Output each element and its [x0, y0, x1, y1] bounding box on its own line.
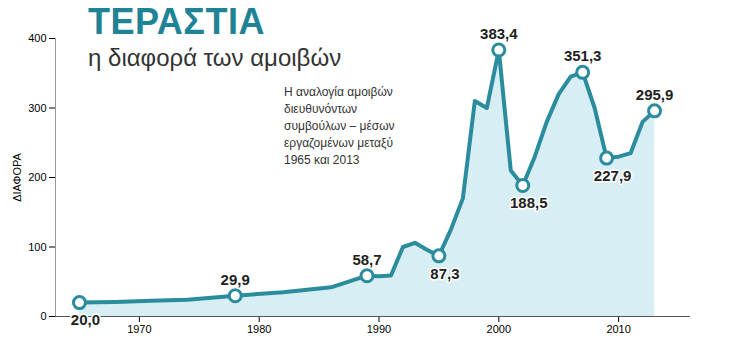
svg-text:351,3: 351,3: [564, 47, 602, 64]
svg-text:ΔΙΑΦΟΡΑ: ΔΙΑΦΟΡΑ: [11, 153, 23, 202]
svg-text:87,3: 87,3: [430, 265, 459, 282]
svg-text:1990: 1990: [367, 323, 391, 335]
svg-text:300: 300: [28, 102, 46, 114]
svg-text:200: 200: [28, 171, 46, 183]
svg-text:295,9: 295,9: [636, 86, 674, 103]
svg-text:188,5: 188,5: [510, 194, 548, 211]
svg-text:0: 0: [40, 310, 46, 322]
svg-text:2010: 2010: [606, 323, 630, 335]
svg-text:1980: 1980: [247, 323, 271, 335]
html-text:η διαφορά των αμοιβών: η διαφορά των αμοιβών: [88, 44, 342, 71]
svg-text:2000: 2000: [487, 323, 511, 335]
html-text:Η αναλογία αμοιβών διευθυνόντω: Η αναλογία αμοιβών διευθυνόντων συμβούλω…: [284, 85, 395, 167]
svg-text:100: 100: [28, 241, 46, 253]
svg-text:29,9: 29,9: [221, 271, 250, 288]
svg-text:227,9: 227,9: [594, 167, 632, 184]
svg-text:20,0: 20,0: [71, 311, 100, 328]
svg-text:383,4: 383,4: [480, 25, 518, 42]
svg-text:400: 400: [28, 32, 46, 44]
html-text:ΤΕΡΑΣΤΙΑ: ΤΕΡΑΣΤΙΑ: [88, 1, 265, 42]
svg-text:1970: 1970: [127, 323, 151, 335]
svg-text:58,7: 58,7: [352, 251, 381, 268]
